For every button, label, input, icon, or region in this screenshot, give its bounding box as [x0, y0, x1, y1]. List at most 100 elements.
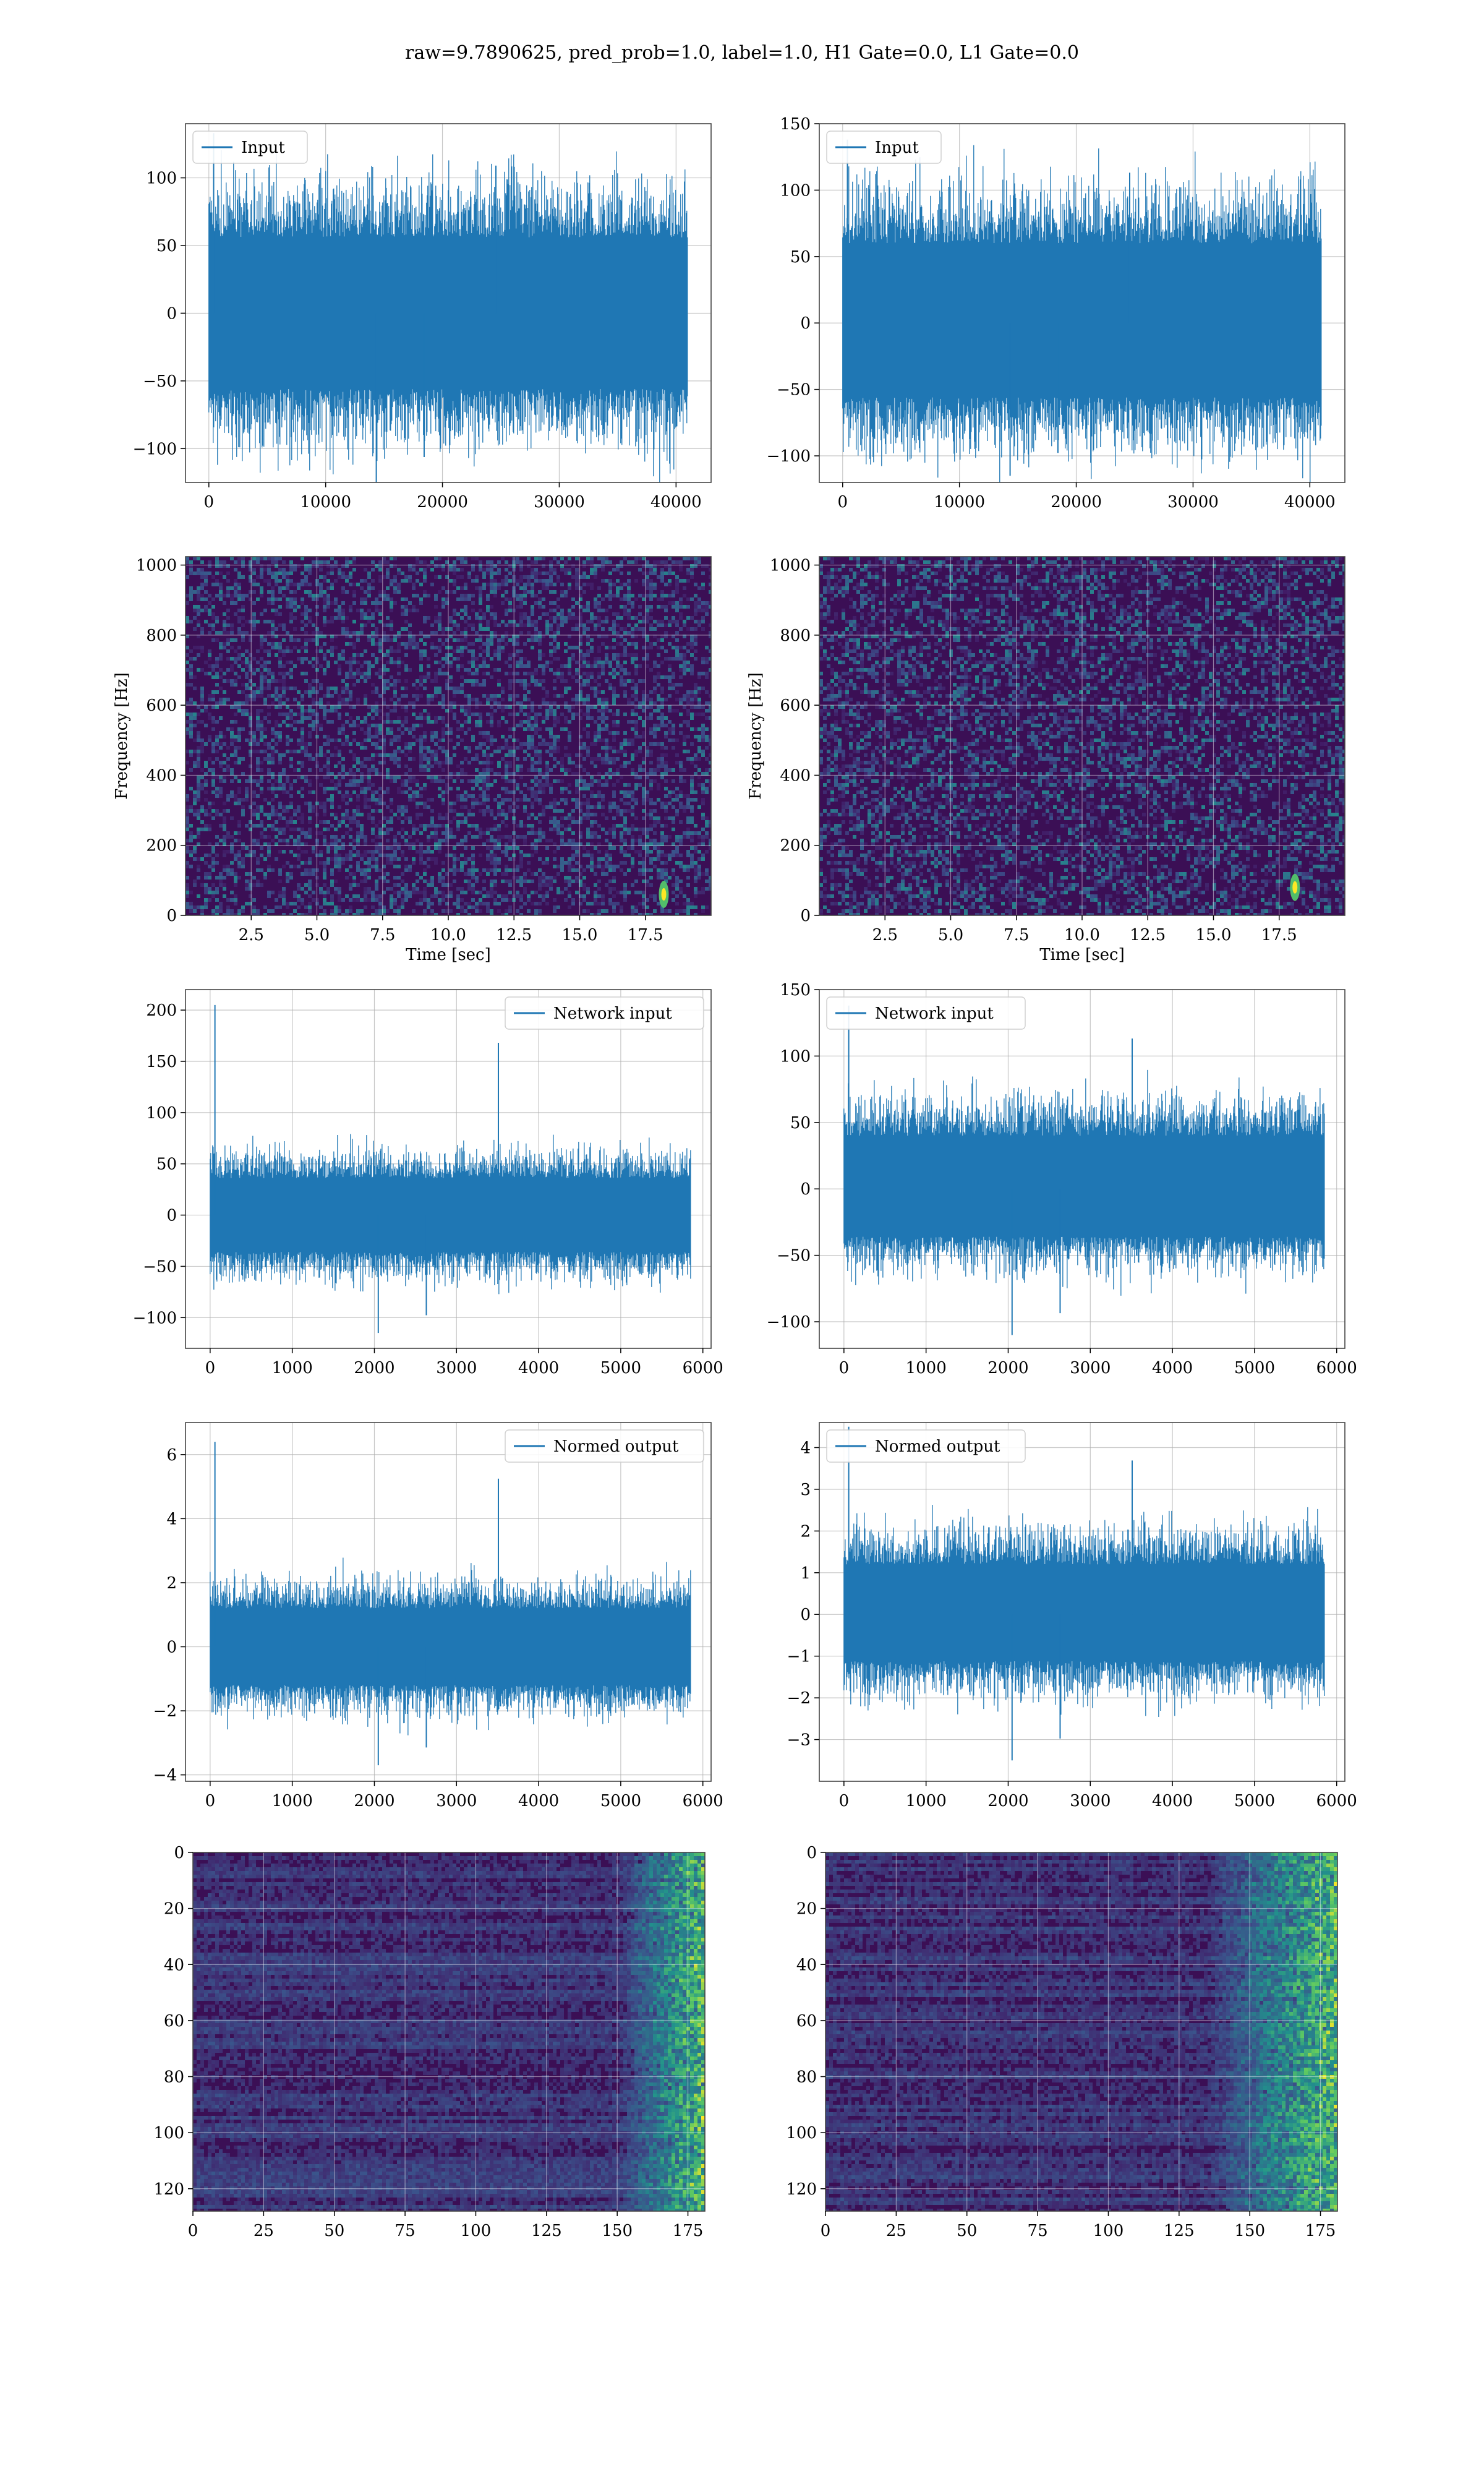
x-tick-label: 2.5: [872, 926, 898, 944]
y-tick-label: 200: [146, 837, 177, 855]
legend-box: [505, 996, 704, 1030]
series-line: [843, 1505, 1325, 1717]
y-tick-label: −50: [143, 1257, 177, 1276]
x-axis-label: Time [sec]: [406, 946, 491, 964]
x-tick-label: 0: [205, 1359, 216, 1377]
legend: Network input: [505, 996, 704, 1030]
hotspot-core: [661, 888, 667, 901]
y-tick-label: 20: [164, 1900, 184, 1919]
x-tick-label: 10.0: [430, 926, 466, 944]
x-tick-label: 3000: [436, 1359, 477, 1377]
x-axis-label: Time [sec]: [1039, 946, 1125, 964]
x-tick-label: 5.0: [304, 926, 330, 944]
plot-area: [186, 1423, 711, 1781]
y-tick-label: 50: [156, 237, 177, 255]
y-tick-label: −3: [787, 1731, 811, 1750]
x-tick-label: 5000: [600, 1792, 641, 1810]
y-tick-label: 600: [146, 696, 177, 715]
y-tick-label: 200: [146, 1001, 177, 1020]
x-tick-label: 5000: [1234, 1792, 1275, 1810]
y-tick-label: 1: [800, 1564, 811, 1583]
x-tick-label: 0: [838, 493, 848, 511]
y-tick-label: 0: [800, 1606, 811, 1624]
legend-label: Input: [241, 139, 285, 157]
legend-box: [826, 996, 1026, 1030]
y-tick-label: 800: [146, 627, 177, 645]
x-tick-label: 150: [602, 2222, 633, 2240]
y-tick-label: 50: [156, 1155, 177, 1174]
series-line: [208, 150, 688, 482]
y-tick-label: 4: [166, 1510, 177, 1528]
hotspot-core: [1292, 881, 1298, 894]
y-tick-label: 40: [164, 1956, 184, 1974]
y-tick-label: 4: [800, 1439, 811, 1457]
x-tick-label: 3000: [1070, 1359, 1111, 1377]
axes-frame: [819, 123, 1345, 483]
y-tick-label: 0: [166, 1207, 177, 1225]
legend-box: [826, 131, 942, 164]
x-tick-label: 10000: [934, 493, 985, 511]
y-tick-label: 3: [800, 1481, 811, 1499]
y-tick-label: 120: [786, 2180, 817, 2199]
x-tick-label: 2000: [354, 1359, 394, 1377]
x-tick-label: 4000: [1152, 1792, 1193, 1810]
y-tick-label: 400: [146, 766, 177, 785]
legend-label: Normed output: [553, 1437, 679, 1456]
x-tick-label: 15.0: [562, 926, 598, 944]
plot-area: [186, 124, 711, 482]
y-tick-label: −2: [787, 1689, 811, 1708]
legend: Normed output: [505, 1429, 704, 1463]
y-tick-label: 50: [790, 1114, 811, 1132]
panel-row4-right: Normed output 0 1000 2000 3000 4000 5000 6000 −3…: [787, 1422, 1357, 1810]
axes-frame: [185, 989, 712, 1349]
y-tick-label: 0: [806, 1844, 817, 1862]
y-tick-label: 0: [800, 907, 811, 925]
y-axis-label: Frequency [Hz]: [746, 672, 765, 800]
legend-box: [505, 1429, 704, 1463]
x-tick-label: 0: [839, 1359, 850, 1377]
y-tick-label: 2: [800, 1522, 811, 1541]
y-tick-label: −50: [143, 372, 177, 391]
x-tick-label: 2000: [987, 1359, 1028, 1377]
y-tick-label: 50: [790, 248, 811, 267]
x-tick-label: 40000: [650, 493, 702, 511]
legend-box: [826, 1429, 1026, 1463]
x-tick-label: 125: [1164, 2222, 1195, 2240]
y-tick-label: 200: [780, 837, 811, 855]
x-tick-label: 15.0: [1196, 926, 1232, 944]
figure-title: raw=9.7890625, pred_prob=1.0, label=1.0,…: [0, 42, 1484, 64]
x-tick-label: 75: [1028, 2222, 1048, 2240]
x-tick-label: 4000: [518, 1359, 559, 1377]
series-line: [210, 1134, 691, 1295]
y-tick-label: 100: [780, 1047, 811, 1066]
y-tick-label: 600: [780, 696, 811, 715]
x-tick-label: 2000: [354, 1792, 394, 1810]
x-tick-label: 20000: [417, 493, 468, 511]
x-tick-label: 1000: [906, 1792, 947, 1810]
legend: Input: [826, 131, 942, 164]
y-tick-label: 60: [164, 2012, 184, 2031]
plot-area: [819, 557, 1345, 915]
x-tick-label: 25: [254, 2222, 274, 2240]
y-tick-label: 60: [796, 2012, 817, 2031]
x-tick-label: 20000: [1051, 493, 1102, 511]
y-tick-label: −1: [787, 1648, 811, 1666]
y-tick-label: −100: [133, 440, 177, 458]
axes-frame: [819, 989, 1345, 1349]
x-tick-label: 2000: [987, 1792, 1028, 1810]
legend: Normed output: [826, 1429, 1026, 1463]
x-tick-label: 40000: [1284, 493, 1336, 511]
x-tick-label: 5000: [600, 1359, 641, 1377]
y-tick-label: 150: [780, 981, 811, 999]
y-tick-label: −4: [153, 1766, 177, 1785]
y-tick-label: 400: [780, 766, 811, 785]
series-line: [210, 1557, 691, 1736]
x-tick-label: 10000: [300, 493, 351, 511]
x-tick-label: 100: [1093, 2222, 1124, 2240]
x-tick-label: 150: [1234, 2222, 1265, 2240]
axes-frame: [825, 1852, 1338, 2212]
y-tick-label: 100: [780, 181, 811, 200]
